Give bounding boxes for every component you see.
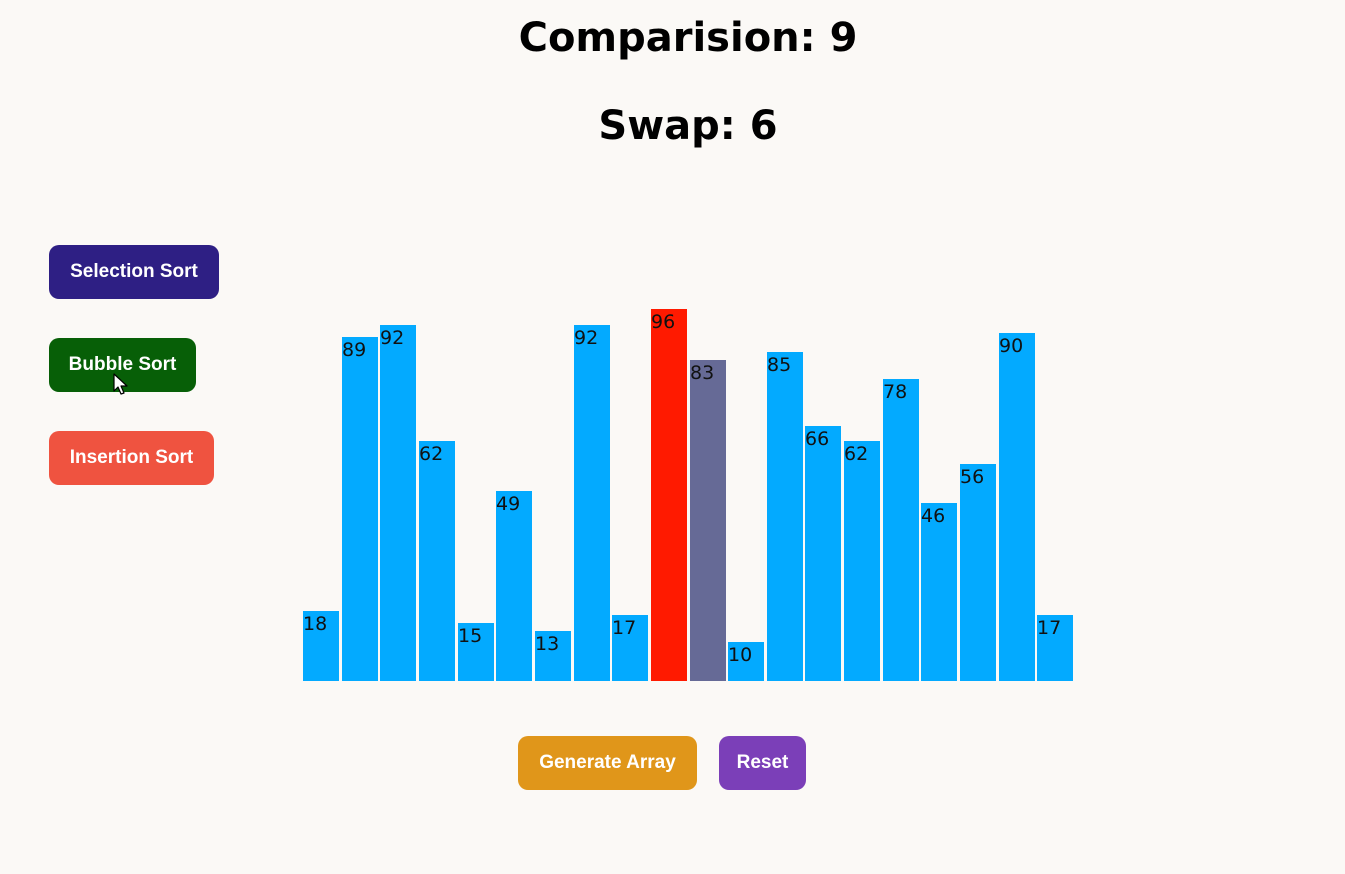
comparison-count: Comparision: 9 (518, 15, 858, 61)
bar-value-label: 92 (380, 327, 405, 349)
bar-value-label: 89 (342, 339, 367, 361)
array-bar: 78 (883, 379, 919, 681)
array-bar: 92 (574, 325, 610, 681)
bar-value-label: 90 (999, 335, 1024, 357)
array-bar: 56 (960, 464, 996, 681)
array-bar: 66 (805, 426, 841, 681)
bar-value-label: 62 (844, 443, 869, 465)
array-bar: 62 (419, 441, 455, 681)
bar-value-label: 83 (690, 362, 715, 384)
array-bar: 13 (535, 631, 571, 681)
bar-value-label: 62 (419, 443, 444, 465)
array-bar: 18 (303, 611, 339, 681)
array-bar: 10 (728, 642, 764, 681)
insertion-sort-button[interactable]: Insertion Sort (49, 431, 214, 485)
array-bar: 89 (342, 337, 378, 681)
bar-value-label: 85 (767, 354, 792, 376)
bar-value-label: 13 (535, 633, 560, 655)
selection-sort-button[interactable]: Selection Sort (49, 245, 219, 299)
bar-value-label: 56 (960, 466, 985, 488)
swap-count: Swap: 6 (598, 103, 778, 149)
array-bar: 90 (999, 333, 1035, 681)
bar-value-label: 10 (728, 644, 753, 666)
bar-value-label: 78 (883, 381, 908, 403)
array-bar: 92 (380, 325, 416, 681)
bar-value-label: 17 (1037, 617, 1062, 639)
bar-value-label: 46 (921, 505, 946, 527)
bar-value-label: 96 (651, 311, 676, 333)
generate-array-button[interactable]: Generate Array (518, 736, 697, 790)
array-bar: 85 (767, 352, 803, 681)
array-bar: 83 (690, 360, 726, 681)
reset-button[interactable]: Reset (719, 736, 806, 790)
array-bar: 15 (458, 623, 494, 681)
array-bar: 96 (651, 309, 687, 681)
array-bar: 17 (612, 615, 648, 681)
array-bar: 62 (844, 441, 880, 681)
array-bar: 17 (1037, 615, 1073, 681)
bar-value-label: 17 (612, 617, 637, 639)
array-bar: 49 (496, 491, 532, 681)
bar-value-label: 92 (574, 327, 599, 349)
bar-value-label: 49 (496, 493, 521, 515)
mouse-pointer-icon (113, 373, 128, 395)
bar-value-label: 66 (805, 428, 830, 450)
bar-value-label: 18 (303, 613, 328, 635)
array-bar: 46 (921, 503, 957, 681)
bar-value-label: 15 (458, 625, 483, 647)
